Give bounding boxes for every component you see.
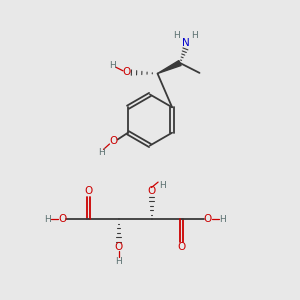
Text: O: O (58, 214, 67, 224)
Text: O: O (147, 186, 156, 196)
Text: H: H (110, 61, 116, 70)
Text: H: H (98, 148, 104, 157)
Text: H: H (115, 256, 122, 266)
Text: H: H (44, 214, 51, 224)
Polygon shape (158, 61, 181, 74)
Text: O: O (110, 136, 118, 146)
Text: O: O (84, 186, 93, 196)
Text: O: O (203, 214, 212, 224)
Text: O: O (177, 242, 186, 252)
Text: H: H (219, 214, 226, 224)
Text: O: O (114, 242, 123, 252)
Text: H: H (191, 31, 198, 40)
Text: H: H (173, 31, 180, 40)
Text: O: O (123, 67, 131, 77)
Text: N: N (182, 38, 189, 49)
Text: H: H (159, 181, 165, 190)
